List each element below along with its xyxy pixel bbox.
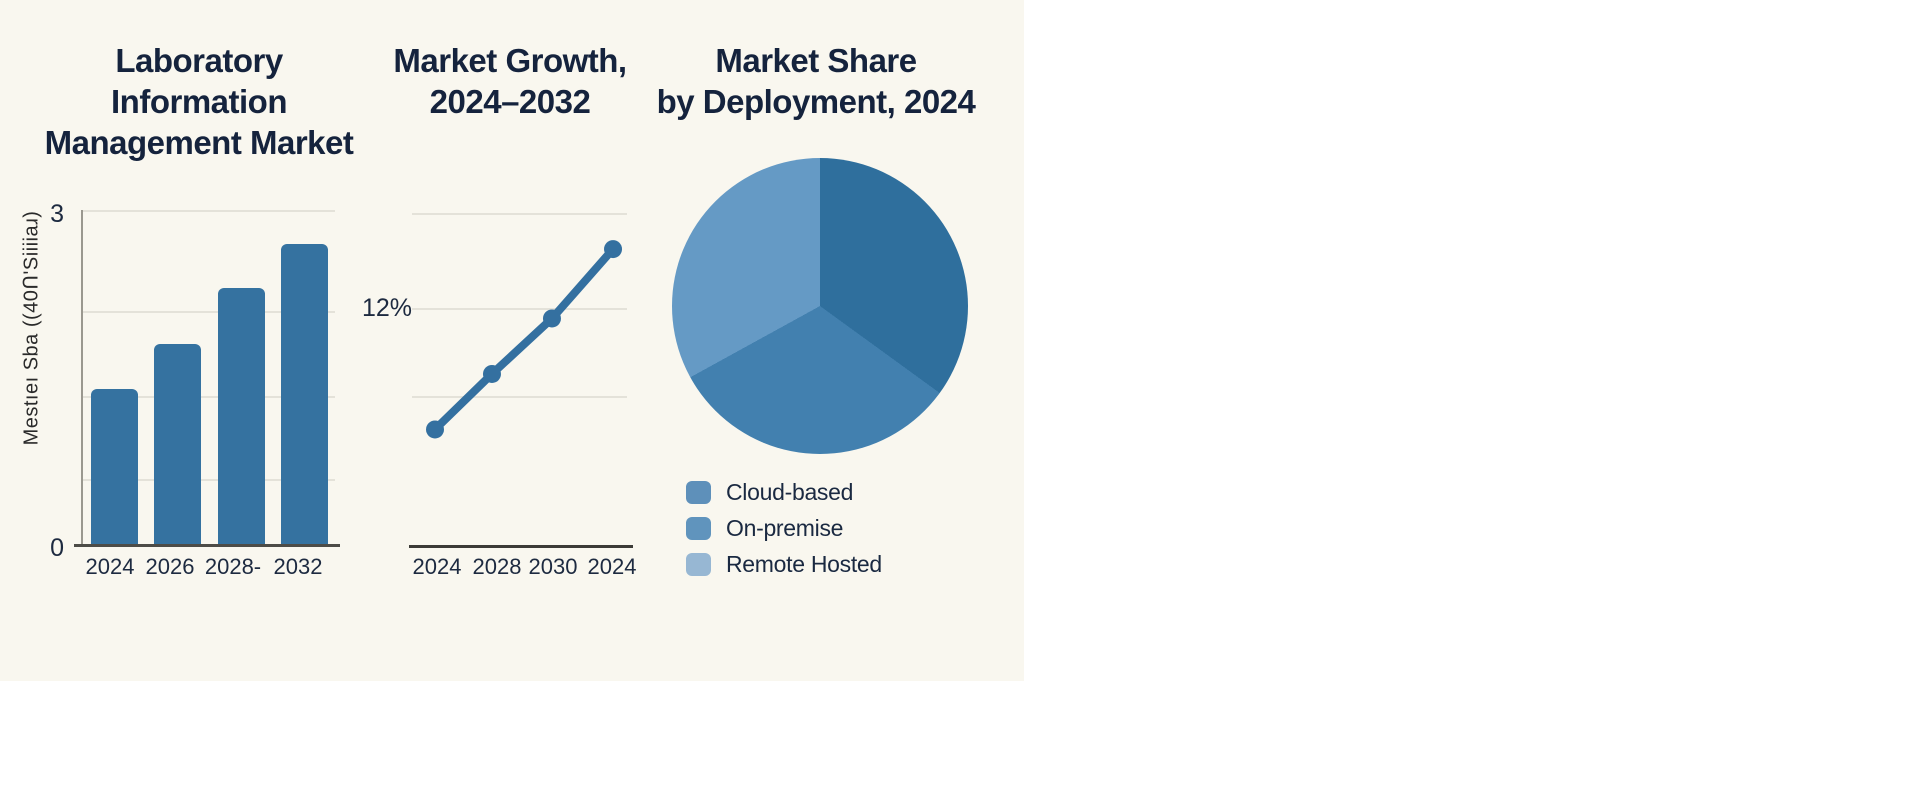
bar-chart-gridline [82,210,335,212]
pie-chart-title: Market Share by Deployment, 2024 [646,40,986,122]
line-chart-gridline [412,396,627,398]
bar-chart-x-label-2024: 2024 [85,554,135,579]
line-chart-x-label-1: 2024 [412,554,462,579]
bar-chart-gridline [82,396,335,398]
legend-row-remote-hosted: Remote Hosted [686,546,882,582]
growth-point-2028 [482,364,501,383]
growth-point-2024 [426,420,445,439]
pie-chart-title-line-2: by Deployment, 2024 [656,83,976,120]
legend-row-on-premise: On-premise [686,510,882,546]
legend-swatch-cloud-based [686,480,711,504]
growth-line [431,245,617,434]
bar-2024 [91,389,139,546]
line-chart-title: Market Growth, 2024–2032 [370,40,650,122]
legend-label-remote-hosted: Remote Hosted [726,550,882,577]
line-chart-plot-area [412,213,627,546]
bar-chart-y-axis-line [81,210,83,546]
bar-2026 [154,344,202,546]
line-chart-gridline [412,213,627,215]
bar-2028- [217,288,265,546]
line-chart-gridline [412,308,627,310]
bar-chart-gridline [82,311,335,313]
bar-chart-title-line-1: Laboratory [115,42,283,79]
pie-chart-legend: Cloud-based On-premise Remote Hosted [686,474,882,582]
growth-point-2024 [604,240,623,259]
bar-chart-x-label-2032: 2032 [273,554,323,579]
bar-2032 [280,244,328,546]
line-chart-x-label-2: 2028 [472,554,522,579]
deployment-pie-graphic [672,158,968,454]
line-chart-x-label-3: 2030 [528,554,578,579]
growth-point-2030 [542,309,561,328]
bar-chart-gridline [82,479,335,481]
line-chart-title-line-1: Market Growth, [393,42,627,79]
line-chart-x-label-4: 2024 [587,554,637,579]
bar-chart-plot-area [82,210,335,546]
bar-chart-x-label-2026: 2026 [145,554,195,579]
legend-swatch-remote-hosted [686,552,711,576]
bar-chart-y-tick-max: 3 [50,200,64,228]
line-chart-annotation-12pct: 12% [362,294,413,322]
legend-label-on-premise: On-premise [726,514,844,541]
bar-chart-title-line-2: Information [111,83,287,120]
pie-chart-title-line-1: Market Share [715,42,917,79]
bar-chart-title-line-3: Management Market [44,124,354,161]
bar-chart-y-axis-label: Mestıeı Sba ((40Ո'Siiiiaɹ) [20,210,43,446]
legend-label-cloud-based: Cloud-based [726,478,854,505]
bar-chart-y-tick-min: 0 [50,534,64,562]
bar-chart-title: Laboratory Information Management Market [27,40,371,163]
line-chart-x-axis-line [409,545,633,548]
legend-row-cloud-based: Cloud-based [686,474,882,510]
growth-line-graphic [426,240,623,439]
line-chart-title-line-2: 2024–2032 [429,83,591,120]
legend-swatch-on-premise [686,516,711,540]
bar-chart-x-label-2028: 2028- [204,554,262,579]
bar-chart-x-axis-line [74,544,340,547]
